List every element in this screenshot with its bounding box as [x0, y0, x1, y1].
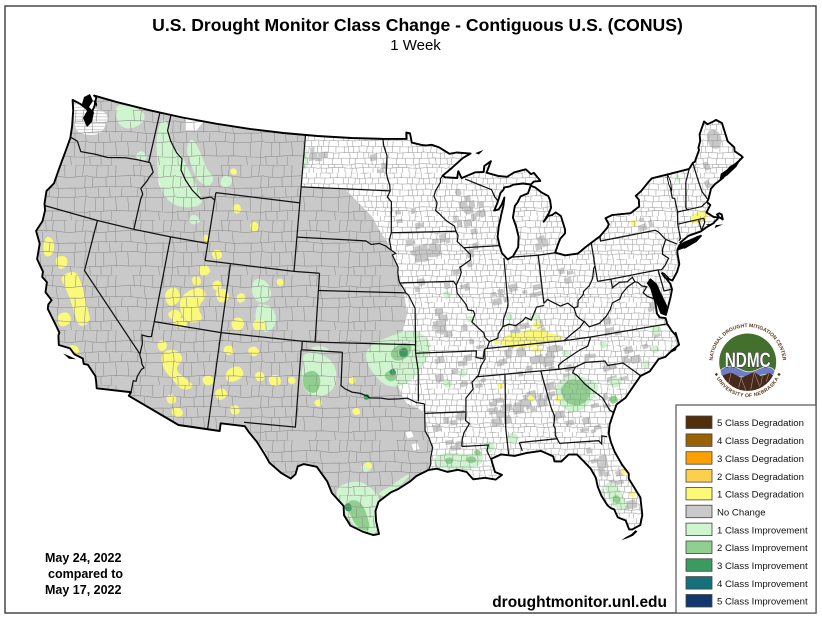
- svg-text:5 Class Degradation: 5 Class Degradation: [717, 418, 804, 429]
- svg-text:May 17, 2022: May 17, 2022: [45, 583, 121, 597]
- svg-text:droughtmonitor.unl.edu: droughtmonitor.unl.edu: [492, 594, 667, 611]
- svg-text:U.S. Drought Monitor Class Cha: U.S. Drought Monitor Class Change - Cont…: [152, 15, 683, 35]
- svg-text:2 Class Degradation: 2 Class Degradation: [717, 472, 804, 483]
- svg-text:NDMC: NDMC: [725, 349, 771, 372]
- svg-text:1 Class Degradation: 1 Class Degradation: [717, 490, 804, 501]
- svg-text:May 24, 2022: May 24, 2022: [45, 551, 121, 565]
- svg-text:compared to: compared to: [48, 567, 123, 581]
- svg-text:4 Class Improvement: 4 Class Improvement: [717, 579, 808, 590]
- svg-text:No Change: No Change: [717, 508, 766, 519]
- svg-text:4 Class Degradation: 4 Class Degradation: [717, 436, 804, 447]
- svg-text:3 Class Improvement: 3 Class Improvement: [717, 561, 808, 572]
- svg-text:1 Class Improvement: 1 Class Improvement: [717, 525, 808, 536]
- svg-text:2 Class Improvement: 2 Class Improvement: [717, 543, 808, 554]
- svg-text:3 Class Degradation: 3 Class Degradation: [717, 454, 804, 465]
- svg-text:1 Week: 1 Week: [390, 37, 441, 54]
- svg-text:5 Class Improvement: 5 Class Improvement: [717, 597, 808, 608]
